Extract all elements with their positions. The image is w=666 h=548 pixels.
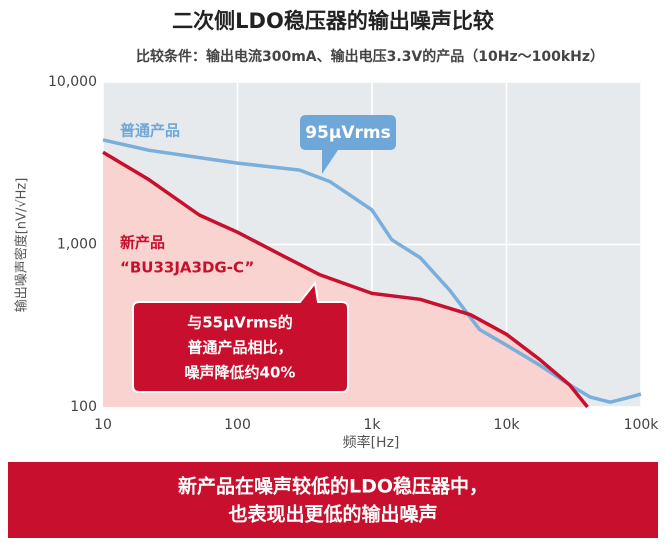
footer-text: 也表现出更低的输出噪声 — [228, 503, 437, 526]
line — [102, 150, 589, 409]
y-axis-label: 输出噪声密度[nV/√Hz] — [14, 178, 30, 313]
x-tick-label: 100 — [224, 417, 251, 433]
chart-subtitle: 比较条件：输出电流300mA、输出电压3.3V的产品（10Hz～100kHz） — [136, 48, 604, 65]
y-tick-label: 1,000 — [57, 237, 97, 253]
legend-label: 普通产品 — [120, 122, 180, 140]
y-tick-label: 10,000 — [48, 74, 97, 90]
x-tick-label: 1k — [363, 417, 381, 433]
x-tick-label: 10k — [494, 417, 521, 433]
bubble — [300, 115, 396, 174]
footer-text: 新产品在噪声较低的LDO稳压器中， — [178, 475, 488, 498]
y-tick-label: 100 — [70, 399, 97, 415]
callout-text: 噪声降低约40% — [185, 364, 296, 382]
x-tick-label: 10 — [94, 417, 112, 433]
x-axis-label: 频率[Hz] — [343, 434, 400, 451]
bubble-text: 95μVrms — [305, 123, 391, 143]
x-tick-label: 100k — [624, 417, 660, 433]
callout-box — [132, 280, 349, 393]
callout-text: 普通产品相比， — [187, 339, 292, 357]
line — [102, 138, 642, 404]
chart-title: 二次侧LDO稳压器的输出噪声比较 — [172, 9, 494, 33]
callout-text: 与55μVrms的 — [187, 314, 292, 332]
legend-label: 新产品 — [120, 234, 165, 252]
legend-label: “BU33JA3DG-C” — [120, 259, 254, 277]
footer-banner — [8, 462, 658, 538]
